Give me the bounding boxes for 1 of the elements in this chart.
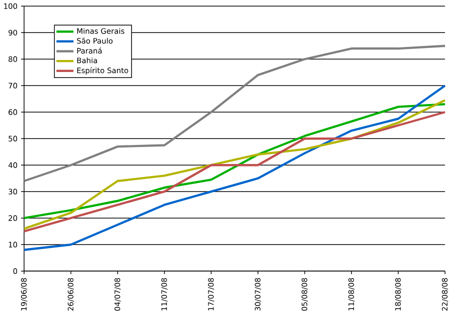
line-series bbox=[22, 44, 446, 182]
